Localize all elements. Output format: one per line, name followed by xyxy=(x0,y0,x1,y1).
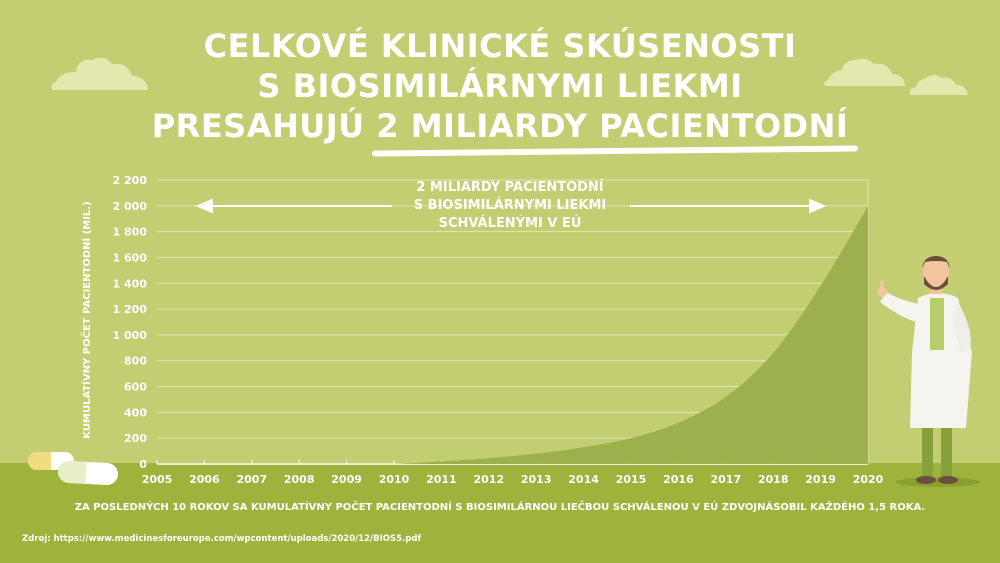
y-tick-label: 1 200 xyxy=(113,303,148,316)
headline-highlight-text: 2 MILIARDY PACIENTODNÍ xyxy=(376,107,849,145)
x-tick-label: 2005 xyxy=(142,473,173,486)
cloud-right-icon xyxy=(824,58,905,86)
cloud-left-icon xyxy=(51,57,148,90)
doctor-illustration-icon xyxy=(877,256,980,487)
headline-line-2: S BIOSIMILÁRNYMI LIEKMI xyxy=(257,67,743,105)
headline-highlight: 2 MILIARDY PACIENTODNÍ xyxy=(372,106,859,157)
annotation-line-1: 2 MILIARDY PACIENTODNÍ xyxy=(416,180,604,195)
y-tick-label: 0 xyxy=(139,458,147,471)
x-tick-label: 2007 xyxy=(236,473,267,486)
headline-line-1: CELKOVÉ KLINICKÉ SKÚSENOSTI xyxy=(203,27,797,65)
headline: CELKOVÉ KLINICKÉ SKÚSENOSTI S BIOSIMILÁR… xyxy=(0,26,1000,157)
cloud-right-small-icon xyxy=(909,75,968,95)
y-axis-label: KUMULATÍVNY POČET PACIENTODNÍ (MIL.) xyxy=(82,201,93,439)
capsule-white-icon xyxy=(58,461,118,485)
y-tick-label: 600 xyxy=(124,381,147,394)
y-tick-label: 2 000 xyxy=(113,200,148,213)
x-tick-label: 2010 xyxy=(379,473,410,486)
x-tick-label: 2011 xyxy=(426,473,457,486)
x-tick-label: 2013 xyxy=(521,473,552,486)
x-tick-label: 2018 xyxy=(758,473,789,486)
x-tick-label: 2008 xyxy=(284,473,315,486)
x-tick-label: 2017 xyxy=(710,473,741,486)
annotation-arrow-right-icon xyxy=(630,198,827,214)
x-tick-label: 2012 xyxy=(473,473,504,486)
x-tick-label: 2015 xyxy=(616,473,647,486)
x-tick-label: 2014 xyxy=(568,473,599,486)
annotation-arrow-left-icon xyxy=(195,198,392,214)
area-series-path xyxy=(157,205,868,464)
x-tick-label: 2016 xyxy=(663,473,694,486)
x-tick-label: 2009 xyxy=(331,473,362,486)
y-tick-label: 1 000 xyxy=(113,329,148,342)
area-series xyxy=(157,205,868,464)
source-citation: Zdroj: https://www.medicinesforeurope.co… xyxy=(22,534,422,544)
y-tick-label: 2 200 xyxy=(113,174,148,187)
x-tick-label: 2006 xyxy=(189,473,220,486)
x-tick-label: 2020 xyxy=(853,473,884,486)
y-tick-labels: 0 200 400 600 800 1 000 1 200 1 400 1 600 1 800 2 … xyxy=(113,174,148,471)
x-tick-labels: 2005 2006 2007 2008 2009 2010 2011 2012 2013 2014… xyxy=(142,473,884,486)
annotation-line-3: SCHVÁLENÝMI V EÚ xyxy=(438,216,582,231)
headline-line-3-prefix: PRESAHUJÚ xyxy=(151,107,377,145)
annotation: 2 MILIARDY PACIENTODNÍ S BIOSIMILÁRNYMI … xyxy=(390,179,630,233)
y-tick-label: 1 600 xyxy=(113,251,148,264)
y-tick-label: 1 800 xyxy=(113,226,148,239)
footnote: ZA POSLEDNÝCH 10 ROKOV SA KUMULATÍVNY PO… xyxy=(74,502,926,513)
ground xyxy=(0,463,1000,563)
annotation-line-2: S BIOSIMILÁRNYMI LIEKMI xyxy=(413,198,607,213)
y-tick-label: 1 400 xyxy=(113,277,148,290)
y-tick-label: 400 xyxy=(124,406,147,419)
y-tick-label: 800 xyxy=(124,355,147,368)
y-tick-label: 200 xyxy=(124,432,147,445)
x-tick-label: 2019 xyxy=(805,473,836,486)
headline-line-3: PRESAHUJÚ 2 MILIARDY PACIENTODNÍ xyxy=(0,106,1000,157)
